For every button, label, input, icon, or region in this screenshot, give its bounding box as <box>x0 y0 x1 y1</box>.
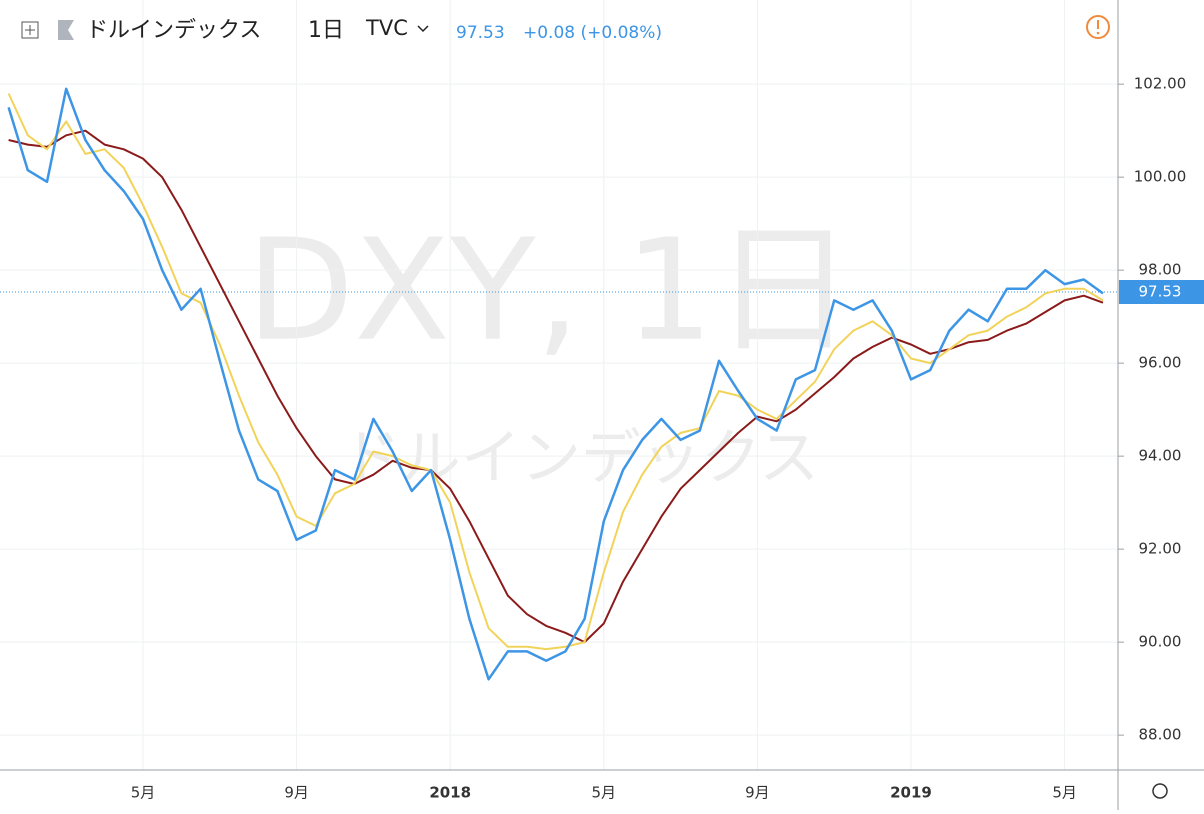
price-tag <box>1119 280 1204 305</box>
y-tick-label: 94.00 <box>1139 447 1182 465</box>
exchange[interactable]: TVC <box>365 16 408 40</box>
interval[interactable]: 1日 <box>308 18 344 43</box>
x-tick-label: 2018 <box>429 784 471 802</box>
y-tick-label: 98.00 <box>1139 261 1182 279</box>
flag-icon <box>58 20 74 40</box>
y-tick-label: 102.00 <box>1134 75 1187 93</box>
x-tick-label: 2019 <box>890 784 932 802</box>
change: +0.08 (+0.08%) <box>523 23 662 43</box>
price: 97.53 <box>456 23 505 43</box>
settings-icon[interactable] <box>1152 783 1168 799</box>
symbol[interactable]: ドルインデックス <box>86 18 261 43</box>
x-tick-label: 9月 <box>745 784 770 802</box>
x-tick-label: 5月 <box>131 784 156 802</box>
y-tick-label: 90.00 <box>1139 633 1182 651</box>
watermark: DXY, 1日 <box>246 210 853 373</box>
y-tick-label: 100.00 <box>1134 168 1187 186</box>
header: ドルインデックス 1日 TVC 97.53 +0.08 (+0.08%) <box>21 15 1110 43</box>
gear[interactable] <box>1152 783 1168 799</box>
y-tick-label: 88.00 <box>1139 726 1182 744</box>
series-line <box>7 87 1104 681</box>
series-line <box>8 129 1104 644</box>
x-tick-label: 9月 <box>284 784 309 802</box>
watermark-sub: ドルインデックス <box>341 424 819 494</box>
price-tag-label: 97.53 <box>1139 283 1182 301</box>
alert-icon <box>1096 31 1100 35</box>
y-tick-label: 92.00 <box>1139 540 1182 558</box>
plot <box>0 0 1118 770</box>
y-tick-label: 96.00 <box>1139 354 1182 372</box>
dropdown[interactable] <box>417 25 429 33</box>
x-tick-label: 5月 <box>1052 784 1077 802</box>
icon[interactable] <box>21 21 39 39</box>
alert-icon[interactable] <box>1086 15 1110 39</box>
x-tick-label: 5月 <box>592 784 617 802</box>
